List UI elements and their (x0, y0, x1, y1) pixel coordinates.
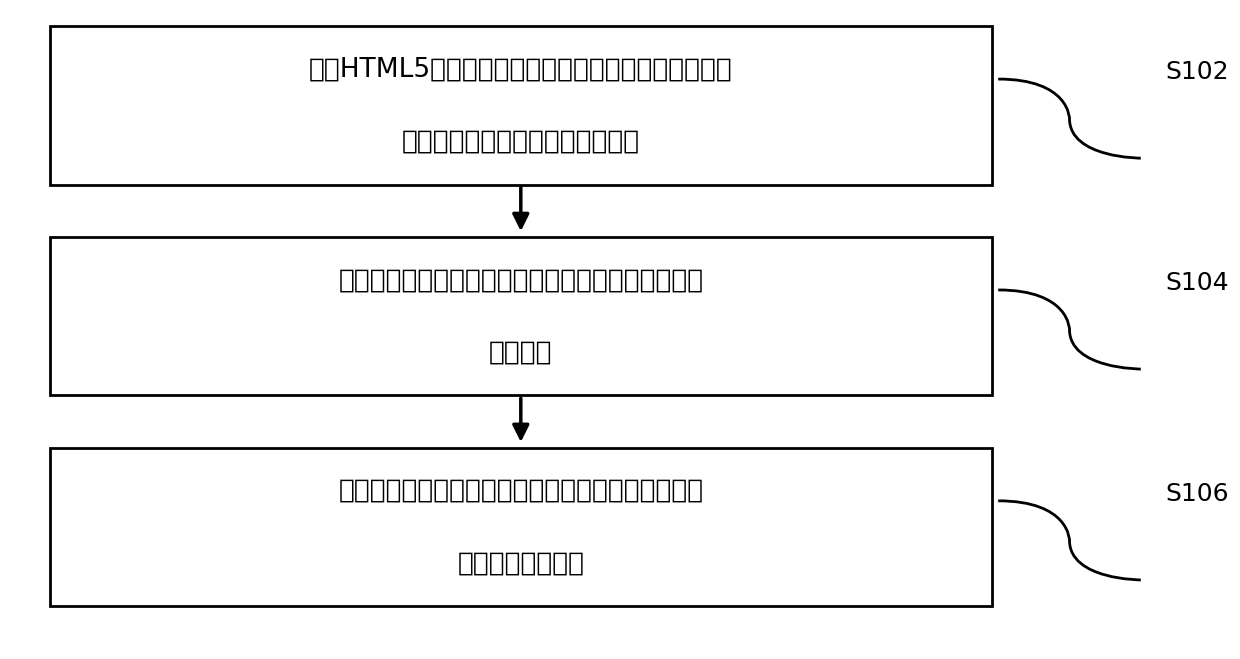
Text: 基于HTML5中的第一预设应用程序编程接口，获取在移: 基于HTML5中的第一预设应用程序编程接口，获取在移 (309, 56, 733, 82)
Text: S104: S104 (1166, 272, 1229, 295)
Text: S106: S106 (1166, 482, 1229, 506)
Text: 根据所述与预设性能相关的信息，作为前端页面对应: 根据所述与预设性能相关的信息，作为前端页面对应 (339, 478, 703, 504)
Text: 基于第二预设应用程序编程接口，监控相关的性能相: 基于第二预设应用程序编程接口，监控相关的性能相 (339, 267, 703, 293)
Text: 动端当前页面中与性能相关的信息: 动端当前页面中与性能相关的信息 (402, 129, 640, 155)
Text: 性能参数搜集结果: 性能参数搜集结果 (458, 550, 584, 577)
FancyBboxPatch shape (50, 448, 992, 606)
FancyBboxPatch shape (50, 237, 992, 395)
FancyBboxPatch shape (50, 26, 992, 185)
Text: S102: S102 (1166, 61, 1229, 84)
Text: 关的信息: 关的信息 (489, 339, 553, 366)
